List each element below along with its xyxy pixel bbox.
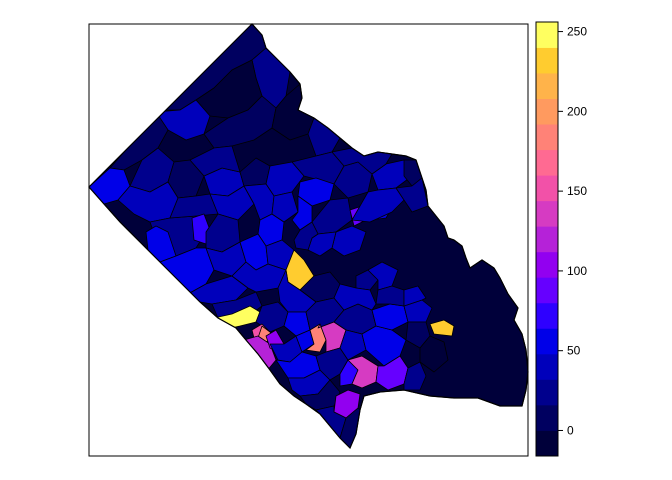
color-legend: 0 50 100 150 200 250 (535, 21, 587, 457)
legend-tick-label: 150 (567, 184, 587, 198)
legend-swatch (536, 430, 558, 457)
legend-swatch (536, 200, 558, 227)
legend-swatch (536, 98, 558, 125)
map-region (293, 221, 319, 251)
legend-tick-label: 50 (567, 344, 581, 358)
legend-swatch (536, 47, 558, 74)
map-region (195, 59, 263, 119)
legend-tick-label: 200 (567, 104, 587, 118)
map-region (419, 335, 449, 373)
map-region (375, 285, 405, 307)
legend-swatch (536, 22, 558, 48)
legend-tick-label: 250 (567, 25, 587, 39)
legend-swatch (536, 302, 558, 329)
map-region (271, 191, 299, 223)
legend-swatch (536, 251, 558, 278)
map-region (405, 321, 431, 349)
legend-swatch (536, 124, 558, 151)
legend-tick-label: 0 (567, 423, 574, 437)
map-region (187, 275, 249, 305)
map-region (347, 355, 379, 389)
map-region (333, 283, 377, 311)
legend-swatch (536, 379, 558, 406)
legend-swatch (536, 277, 558, 304)
legend-frame (535, 21, 559, 457)
legend-swatch (536, 328, 558, 355)
legend-swatch (536, 149, 558, 176)
legend-tick-label: 100 (567, 264, 587, 278)
map-region (155, 99, 211, 141)
map-region (429, 319, 455, 337)
legend-swatch (536, 404, 558, 431)
legend-swatch (536, 73, 558, 99)
map-region (339, 329, 367, 361)
map-region (403, 285, 427, 307)
legend-swatch (536, 175, 558, 202)
legend-swatch (536, 353, 558, 380)
legend-swatch (536, 226, 558, 253)
